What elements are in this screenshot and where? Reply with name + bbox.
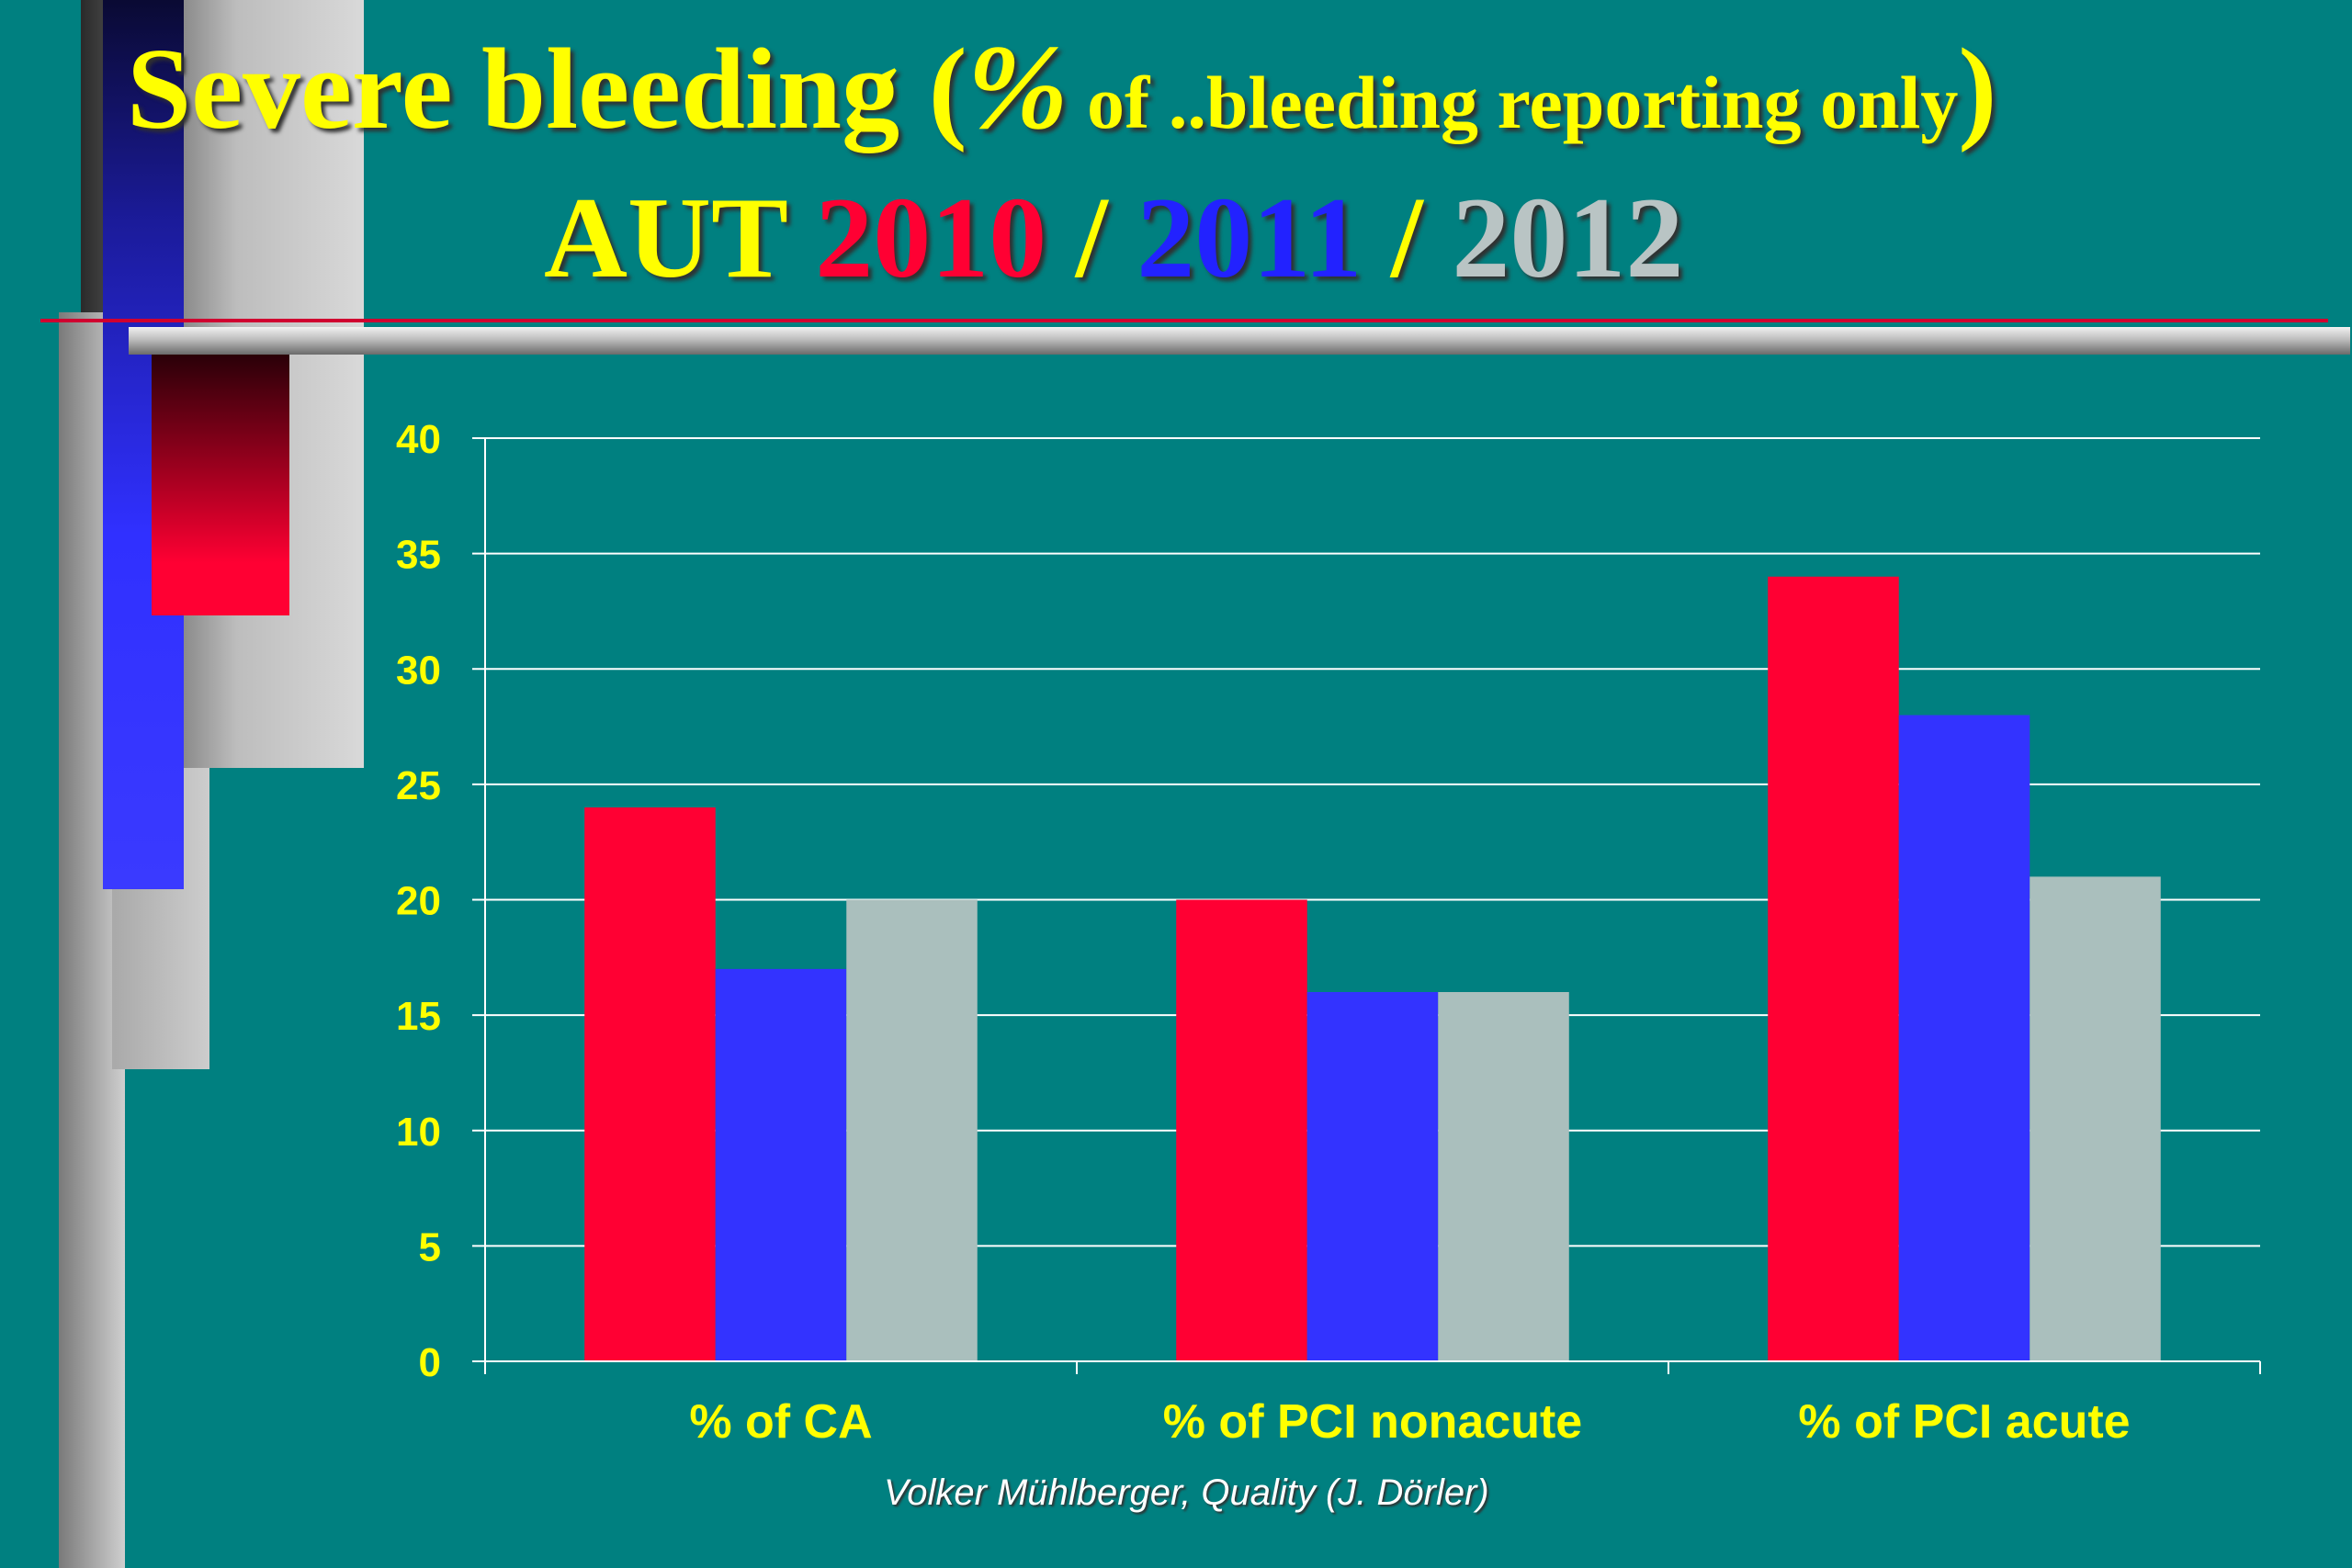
bar [584,807,716,1361]
bar [1306,992,1439,1361]
subtitle-separator-2: / [1362,175,1453,302]
decorative-grey-rule [129,327,2350,355]
decorative-red-line [40,319,2328,322]
y-tick-label: 40 [396,417,441,462]
title-percent: % [967,19,1069,154]
subtitle-year-2012: 2012 [1452,175,1684,302]
category-label: % of PCI acute [1798,1395,2130,1449]
subtitle-year-2010: 2010 [815,175,1047,302]
category-labels: % of CA % of PCI nonacute % of PCI acute [689,1395,2130,1449]
credit-text: Volker Mühlberger, Quality (J. Dörler) [884,1472,1489,1513]
title-main: Severe bleeding ( [127,26,967,153]
category-label: % of PCI nonacute [1163,1395,1582,1449]
bar [715,968,847,1361]
bar [1438,992,1569,1361]
bars [584,576,2161,1361]
axes [472,437,2261,1374]
slide-title: Severe bleeding (% of ..bleeding reporti… [127,17,1996,157]
y-tick-label: 15 [396,994,441,1039]
bar [1176,899,1307,1361]
y-tick-label: 0 [419,1340,441,1385]
bar [2030,876,2161,1361]
category-label: % of CA [689,1395,872,1449]
subtitle-prefix: AUT [544,175,816,302]
subtitle-year-2011: 2011 [1136,175,1363,302]
slide-subtitle: AUT 2010 / 2011 / 2012 [544,173,1683,305]
y-tick-labels: 0 5 10 15 20 25 30 35 40 [396,417,441,1385]
y-tick-label: 5 [419,1224,441,1269]
y-tick-label: 20 [396,879,441,924]
bar [846,899,978,1361]
y-tick-label: 35 [396,533,441,578]
title-close-paren: ) [1958,26,1997,153]
decorative-red-block [152,355,289,615]
bar [1768,576,1899,1361]
y-tick-label: 25 [396,763,441,808]
bar [1898,715,2030,1361]
y-tick-label: 10 [396,1110,441,1155]
y-tick-label: 30 [396,648,441,693]
subtitle-separator-1: / [1046,175,1137,302]
title-qualifier: of ..bleeding reporting only [1068,61,1959,144]
